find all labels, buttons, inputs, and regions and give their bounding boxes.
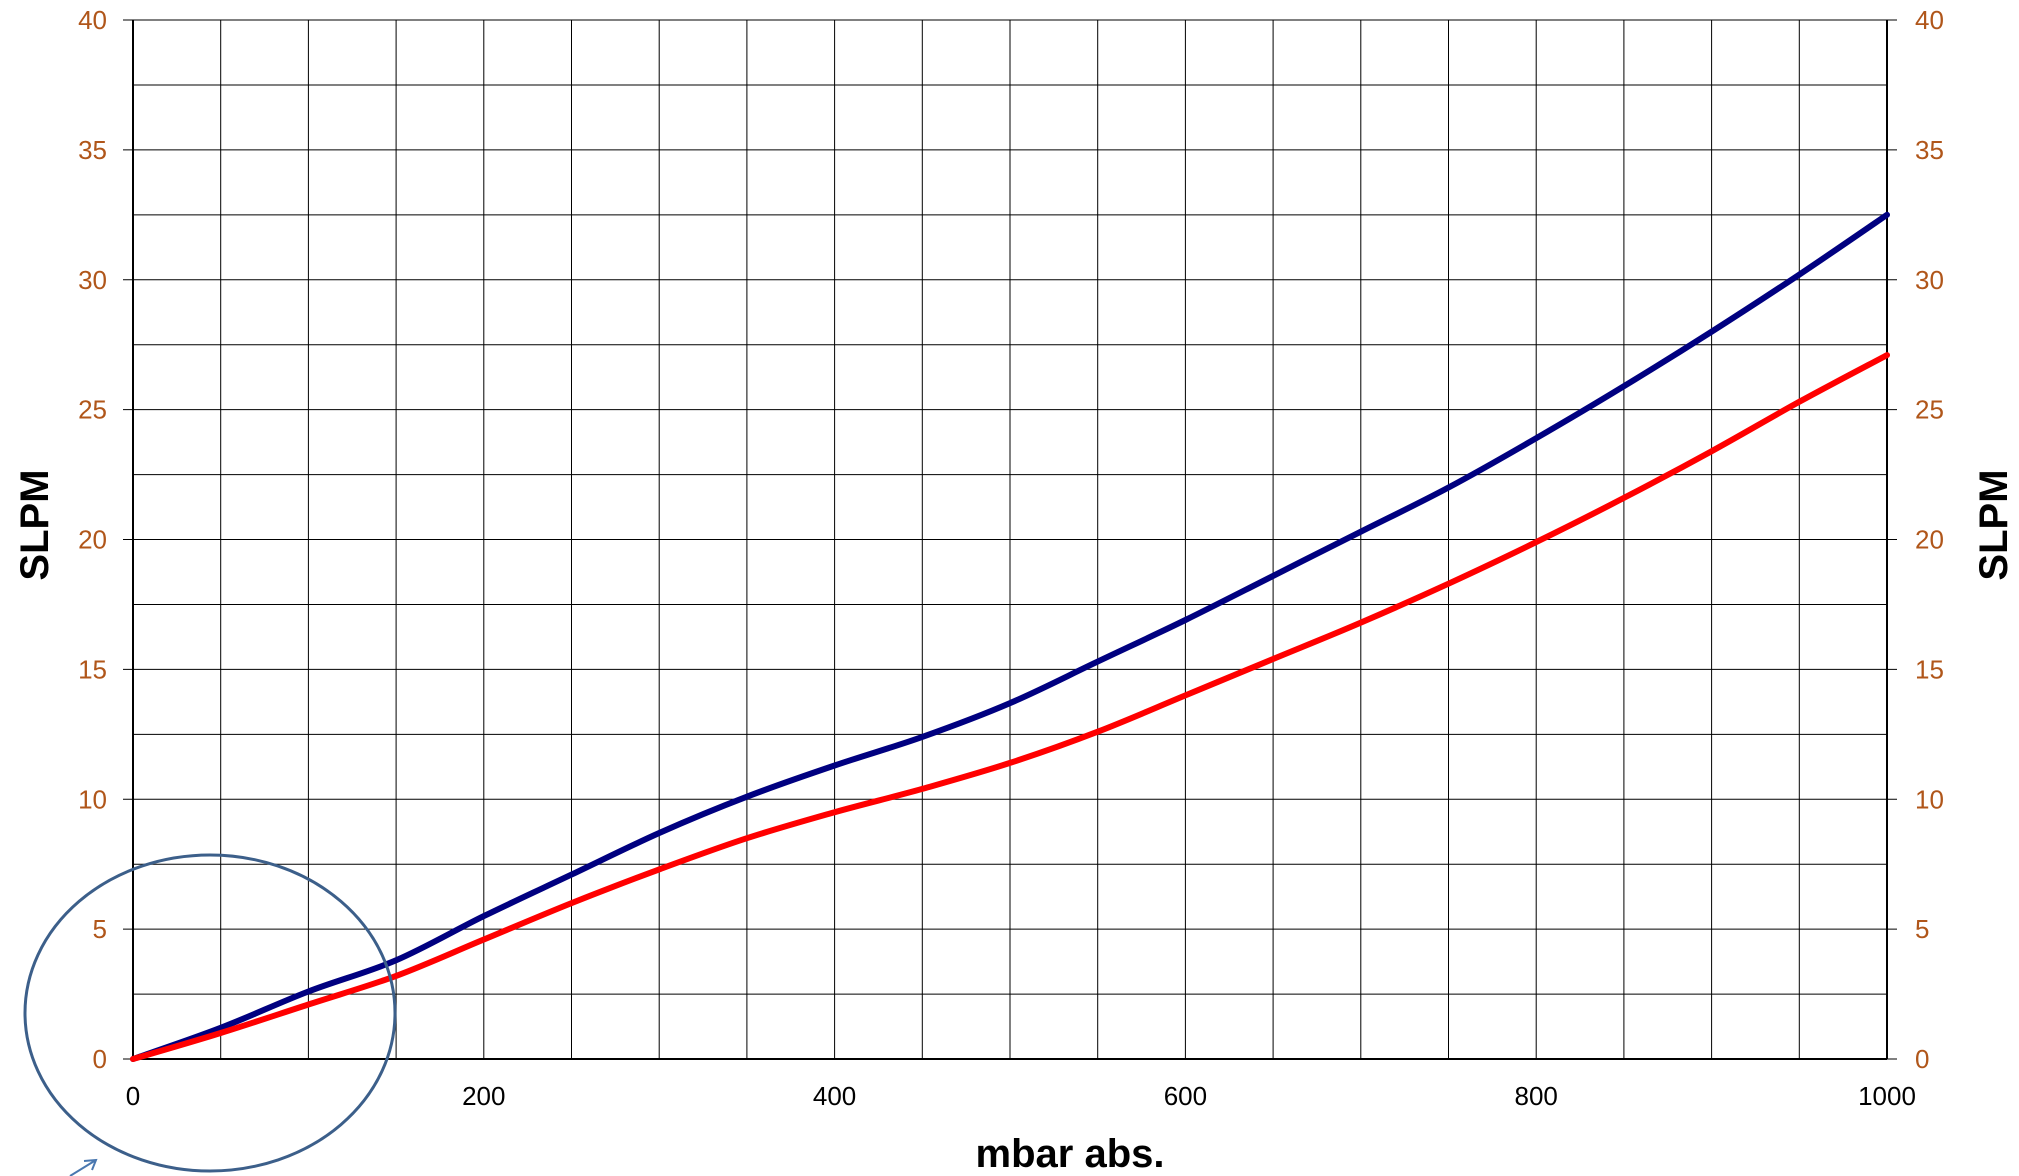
y-ticks-left: 0 5 10 15 20 25 30 35 40 <box>78 5 133 1074</box>
y-tick-label-left: 20 <box>78 525 107 555</box>
y-tick-label-right: 0 <box>1915 1044 1929 1074</box>
y-tick-label-left: 10 <box>78 784 107 814</box>
y-tick-label-right: 10 <box>1915 784 1944 814</box>
series-lines <box>130 211 1890 1062</box>
y-tick-label-right: 20 <box>1915 525 1944 555</box>
y-tick-label-left: 25 <box>78 395 107 425</box>
y-tick-label-right: 30 <box>1915 265 1944 295</box>
x-tick-label: 400 <box>813 1081 856 1111</box>
y-tick-label-left: 15 <box>78 654 107 684</box>
y-tick-label-right: 25 <box>1915 395 1944 425</box>
y-ticks-right: 0 5 10 15 20 25 30 35 40 <box>1887 5 1944 1074</box>
annotation-arrow <box>69 1158 98 1176</box>
y-tick-label-left: 0 <box>93 1044 107 1074</box>
x-axis-title: mbar abs. <box>976 1132 1165 1176</box>
y-axis-title-right: SLPM <box>1972 469 2016 580</box>
x-ticks: 0 200 400 600 800 1000 <box>126 1081 1916 1111</box>
x-tick-label: 800 <box>1515 1081 1558 1111</box>
highlight-ellipse <box>23 853 397 1173</box>
y-tick-label-right: 40 <box>1915 5 1944 35</box>
y-tick-label-left: 40 <box>78 5 107 35</box>
y-tick-label-left: 30 <box>78 265 107 295</box>
x-tick-label: 600 <box>1164 1081 1207 1111</box>
y-tick-label-left: 35 <box>78 135 107 165</box>
y-tick-label-left: 5 <box>93 914 107 944</box>
series-line-2 <box>130 352 1890 1062</box>
series-line-1 <box>130 211 1890 1062</box>
x-tick-label: 0 <box>126 1081 140 1111</box>
y-tick-label-right: 15 <box>1915 654 1944 684</box>
x-tick-label: 200 <box>462 1081 505 1111</box>
x-tick-label: 1000 <box>1858 1081 1916 1111</box>
y-tick-label-right: 5 <box>1915 914 1929 944</box>
y-tick-label-right: 35 <box>1915 135 1944 165</box>
grid <box>132 19 1888 1060</box>
y-axis-title-left: SLPM <box>13 469 57 580</box>
